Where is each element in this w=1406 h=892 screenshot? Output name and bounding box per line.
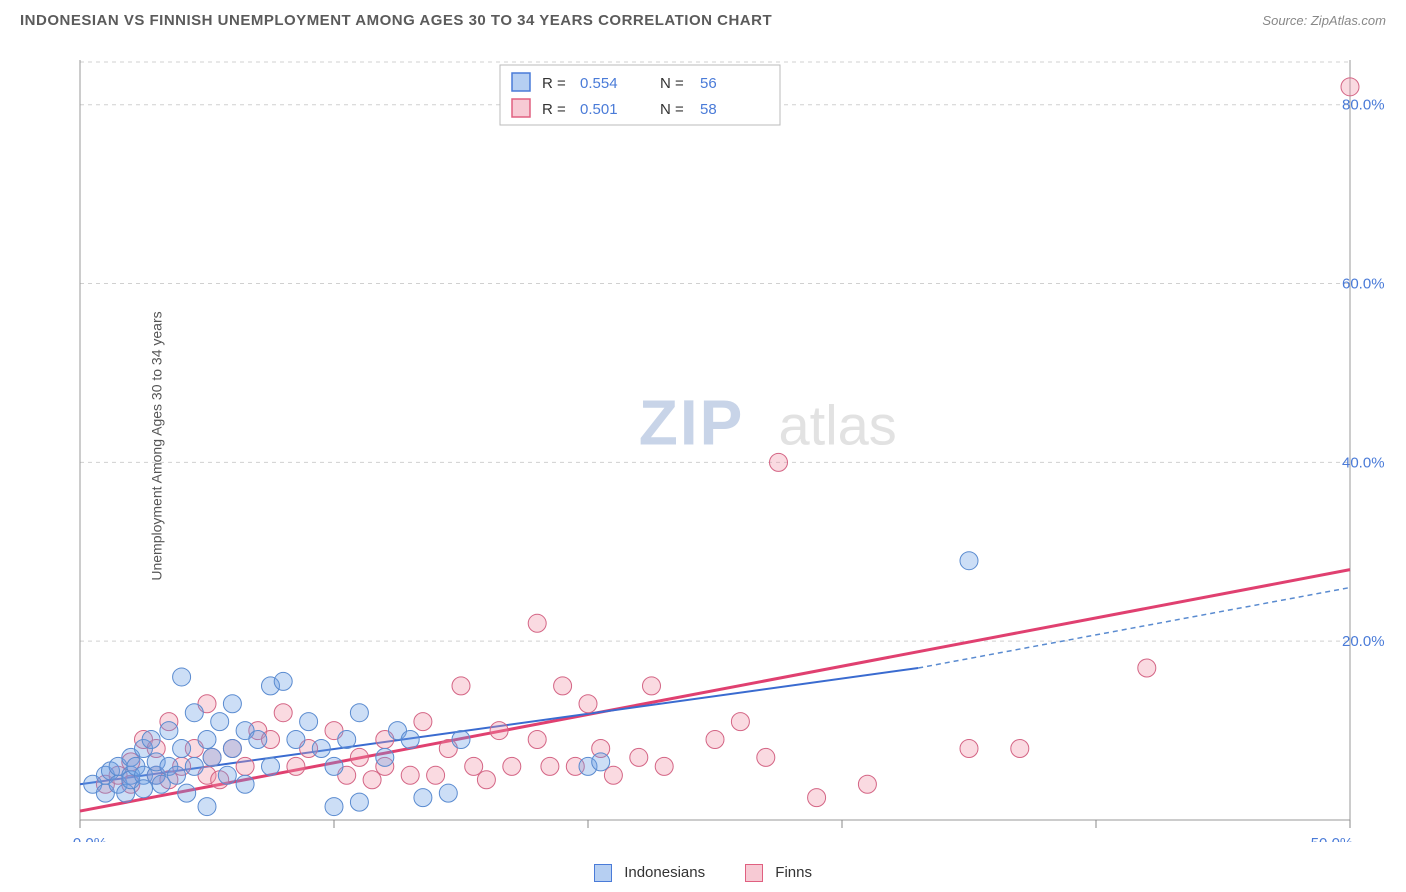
svg-text:0.554: 0.554	[580, 75, 618, 92]
svg-text:56: 56	[700, 75, 717, 92]
svg-text:60.0%: 60.0%	[1342, 276, 1385, 293]
legend-item-finns: Finns	[745, 864, 812, 882]
legend-swatch-a	[594, 864, 612, 882]
svg-text:40.0%: 40.0%	[1342, 454, 1385, 471]
chart-header: INDONESIAN VS FINNISH UNEMPLOYMENT AMONG…	[0, 0, 1406, 37]
svg-text:0.0%: 0.0%	[73, 835, 107, 842]
svg-text:80.0%: 80.0%	[1342, 97, 1385, 114]
scatter-chart: 20.0% 40.0% 60.0% 80.0% ZIP atlas 0.0% 50.0% R =…	[50, 50, 1386, 842]
svg-text:N =: N =	[660, 75, 684, 92]
legend-item-indonesians: Indonesians	[594, 864, 705, 882]
chart-title: INDONESIAN VS FINNISH UNEMPLOYMENT AMONG…	[20, 12, 772, 29]
legend-swatch-b	[745, 864, 763, 882]
svg-text:0.501: 0.501	[580, 101, 618, 118]
svg-text:R =: R =	[542, 75, 566, 92]
chart-area: Unemployment Among Ages 30 to 34 years 2…	[50, 50, 1386, 842]
svg-text:R =: R =	[542, 101, 566, 118]
svg-text:20.0%: 20.0%	[1342, 633, 1385, 650]
source-label: Source: ZipAtlas.com	[1262, 13, 1386, 28]
y-axis-label: Unemployment Among Ages 30 to 34 years	[149, 311, 165, 580]
svg-text:atlas: atlas	[779, 393, 897, 456]
svg-text:ZIP: ZIP	[639, 386, 745, 458]
svg-text:N =: N =	[660, 101, 684, 118]
bottom-legend: Indonesians Finns	[0, 864, 1406, 882]
svg-text:50.0%: 50.0%	[1311, 835, 1354, 842]
svg-text:58: 58	[700, 101, 717, 118]
